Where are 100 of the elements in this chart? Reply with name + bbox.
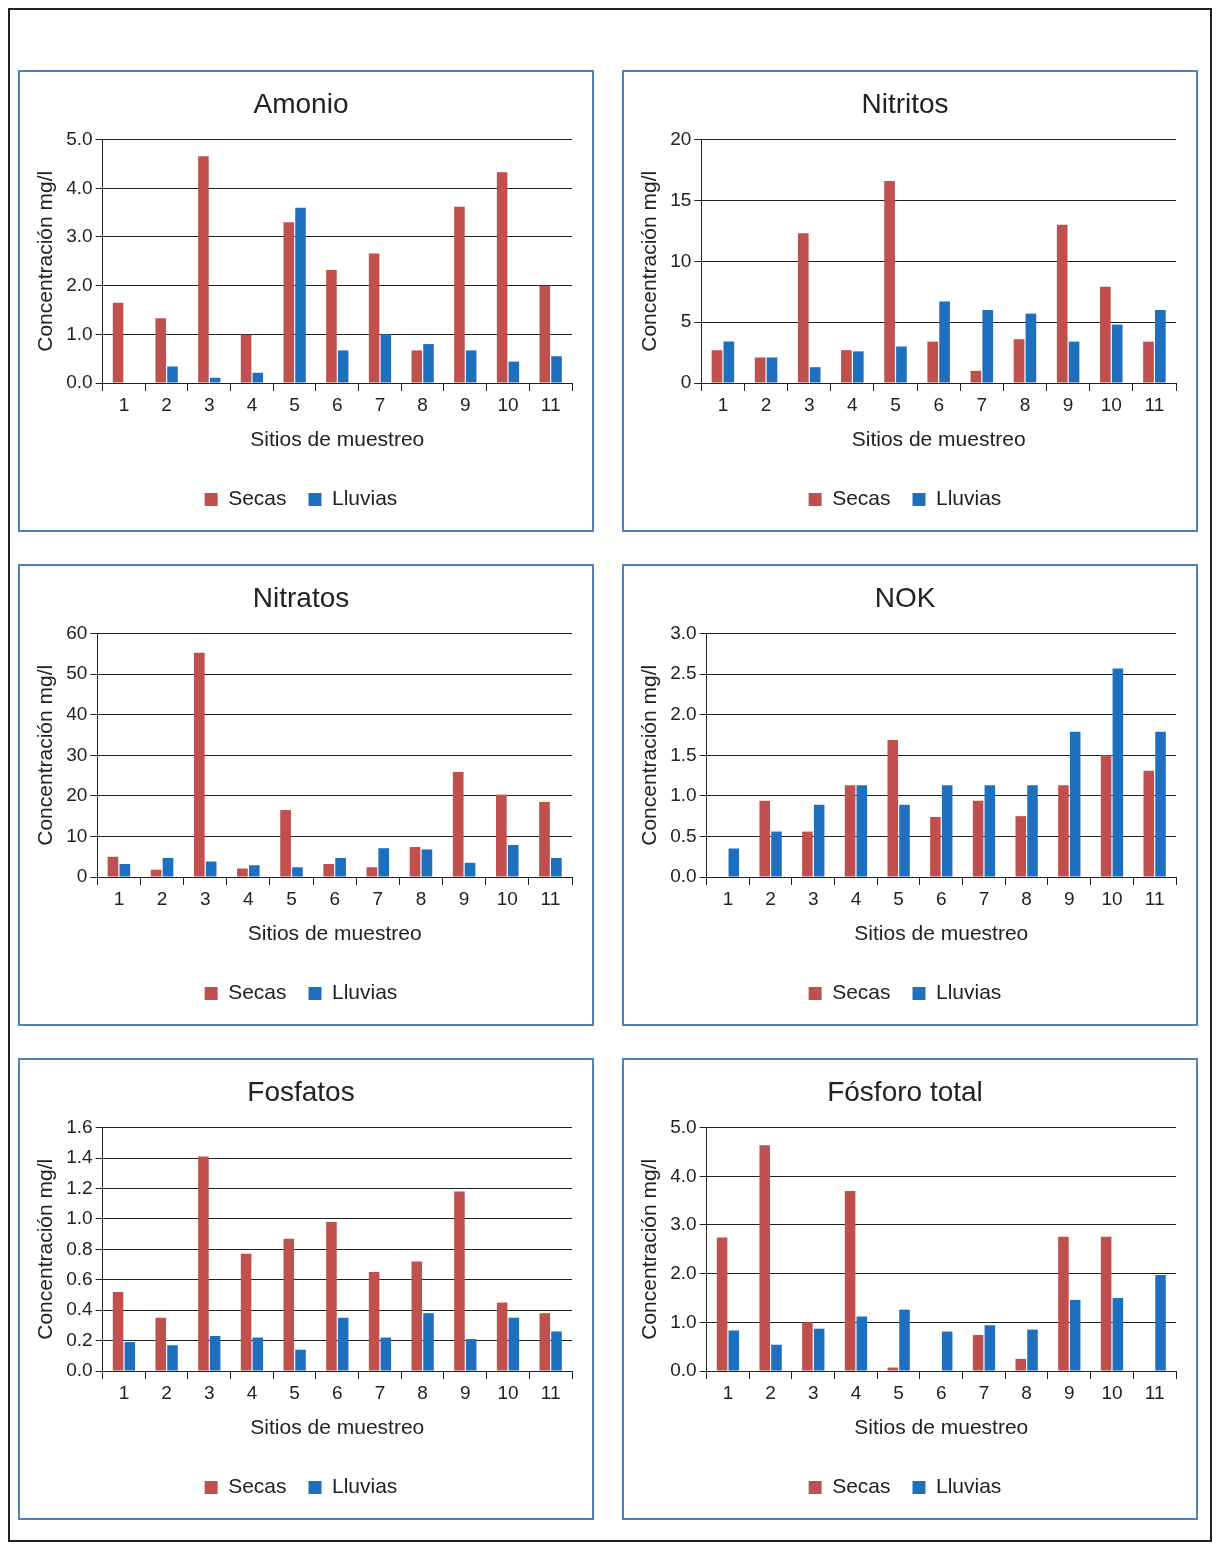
x-tick-label: 4 — [850, 1381, 862, 1403]
x-tick-label: 11 — [540, 887, 561, 909]
y-tick-label: 60 — [66, 621, 88, 643]
bar — [813, 1328, 825, 1371]
x-tick-label: 6 — [332, 1381, 343, 1403]
y-axis-title: Concentración mg/l — [637, 170, 661, 352]
x-tick-label: 7 — [978, 1381, 990, 1403]
legend-label: Lluvias — [332, 980, 398, 1004]
y-tick-label: 2.5 — [670, 662, 697, 684]
bar — [1027, 785, 1038, 877]
x-tick-label: 10 — [497, 1381, 519, 1403]
bar — [337, 350, 349, 383]
y-tick-label: 1.5 — [670, 743, 697, 765]
bar — [1111, 324, 1123, 383]
bar — [1069, 731, 1081, 877]
x-tick-label: 8 — [1019, 393, 1031, 415]
chart-title: Fosfatos — [247, 1075, 355, 1107]
bar — [326, 1221, 337, 1371]
bar — [368, 1272, 380, 1371]
bar — [728, 848, 740, 877]
y-tick-label: 10 — [670, 249, 692, 271]
bar — [323, 864, 335, 877]
y-tick-label: 0.0 — [66, 1359, 93, 1381]
x-tick-label: 9 — [460, 393, 471, 415]
x-tick-label: 5 — [289, 1381, 300, 1403]
bar — [326, 270, 337, 383]
x-tick-label: 2 — [161, 1381, 172, 1403]
y-tick-label: 2.0 — [670, 1261, 697, 1283]
legend-label: Secas — [832, 980, 891, 1004]
y-tick-label: 30 — [66, 743, 88, 765]
bar — [464, 862, 476, 877]
bar — [723, 341, 735, 383]
chart-title: Nitratos — [252, 581, 350, 613]
x-tick-label: 2 — [156, 887, 168, 909]
x-axis-title: Sitios de muestreo — [854, 921, 1029, 945]
x-tick-label: 7 — [374, 393, 386, 415]
bar — [1056, 224, 1068, 383]
bar — [198, 156, 209, 383]
bar — [1015, 1358, 1027, 1371]
bar — [167, 1345, 178, 1371]
x-tick-label: 4 — [847, 393, 859, 415]
bar — [856, 785, 868, 877]
bar — [119, 864, 131, 877]
bar — [984, 1325, 996, 1371]
legend-label: Secas — [228, 486, 287, 510]
y-axis-title: Concentración mg/l — [637, 1158, 661, 1340]
bar — [759, 1145, 771, 1371]
x-tick-label: 2 — [760, 393, 772, 415]
bar — [496, 794, 507, 877]
bar — [366, 867, 378, 877]
y-tick-label: 5 — [680, 310, 692, 332]
x-tick-label: 6 — [332, 393, 343, 415]
x-tick-label: 8 — [417, 393, 428, 415]
bar — [1143, 341, 1154, 383]
x-tick-label: 1 — [113, 887, 125, 909]
x-tick-label: 3 — [204, 393, 215, 415]
bar — [539, 285, 551, 383]
bar — [454, 1191, 465, 1371]
bar — [252, 372, 264, 383]
bar — [155, 1317, 167, 1371]
y-tick-label: 20 — [66, 784, 88, 806]
bar — [368, 253, 380, 383]
x-tick-label: 3 — [199, 887, 211, 909]
bar — [1112, 1297, 1124, 1371]
y-tick-label: 1.0 — [66, 1207, 93, 1229]
bar — [335, 857, 346, 877]
x-tick-label: 11 — [1144, 887, 1165, 909]
x-tick-label: 1 — [722, 887, 734, 909]
bar — [539, 1313, 551, 1371]
bar — [551, 857, 562, 877]
bar — [771, 1344, 782, 1371]
x-tick-label: 4 — [850, 887, 862, 909]
x-tick-label: 11 — [1144, 1381, 1165, 1403]
y-tick-label: 0.0 — [670, 1359, 697, 1381]
bar — [295, 1349, 306, 1371]
bar — [423, 344, 434, 383]
bar — [551, 1331, 562, 1371]
chart-title: Fósforo total — [827, 1075, 983, 1107]
chart-title: Nitritos — [861, 87, 949, 119]
bar — [240, 1253, 252, 1371]
x-tick-label: 2 — [765, 887, 776, 909]
y-tick-label: 3.0 — [670, 621, 697, 643]
legend-label: Lluvias — [332, 1474, 398, 1498]
bar — [283, 222, 295, 383]
bar — [205, 861, 217, 877]
x-tick-label: 4 — [243, 887, 255, 909]
bar — [292, 867, 303, 877]
x-tick-label: 2 — [161, 393, 172, 415]
bar — [295, 207, 306, 383]
bar — [1025, 313, 1037, 383]
y-tick-label: 3.0 — [66, 225, 93, 247]
bar — [797, 233, 809, 383]
bar — [711, 350, 723, 383]
chart-title: NOK — [874, 581, 936, 613]
x-tick-label: 11 — [540, 1381, 561, 1403]
bar — [150, 869, 162, 877]
bar — [209, 1336, 221, 1371]
x-tick-label: 8 — [415, 887, 427, 909]
x-tick-label: 6 — [329, 887, 340, 909]
bar — [927, 341, 939, 383]
